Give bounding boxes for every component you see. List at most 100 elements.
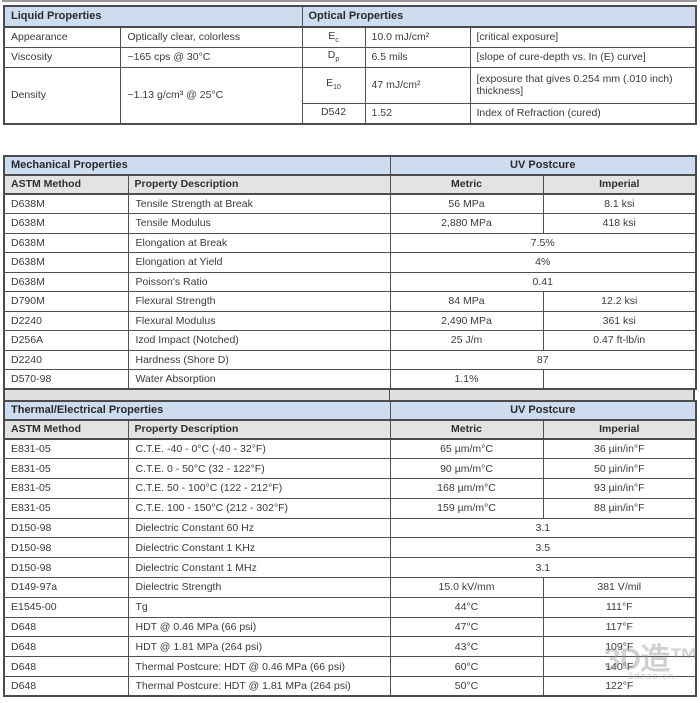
- liquid-properties-header: Liquid Properties: [3, 5, 303, 28]
- astm-method-cell: D648: [3, 616, 129, 638]
- page-top-divider: [2, 0, 697, 2]
- metric-value-cell: 168 µm/m°C: [389, 478, 544, 499]
- imperial-value-cell: 140°F: [542, 656, 697, 678]
- table-row: D150-98 Dielectric Constant 1 KHz 3.5: [3, 537, 697, 559]
- metric-value-cell: 2,490 MPa: [389, 310, 544, 331]
- property-description-cell: Elongation at Break: [127, 232, 391, 253]
- table-row: E831-05 C.T.E. 50 - 100°C (122 - 212°F) 16…: [3, 478, 697, 499]
- combined-value-cell: 3.1: [389, 557, 697, 579]
- table-row: E1545-00 Tg 44°C 111°F: [3, 596, 697, 618]
- astm-method-cell: D790M: [3, 291, 129, 312]
- astm-method-cell: D150-98: [3, 517, 129, 539]
- imperial-value-cell: 109°F: [542, 636, 697, 658]
- property-description-cell: Dielectric Constant 60 Hz: [127, 517, 391, 539]
- property-description-cell: Tensile Strength at Break: [127, 193, 391, 214]
- symbol-base: E: [328, 29, 336, 42]
- optical-description-cell: Index of Refraction (cured): [469, 102, 697, 125]
- metric-value-cell: 15.0 kV/mm: [389, 577, 544, 598]
- astm-method-cell: D638M: [3, 271, 129, 292]
- table-row: D648 Thermal Postcure: HDT @ 0.46 MPa (66…: [3, 656, 697, 678]
- property-description-cell: C.T.E. -40 - 0°C (-40 - 32°F): [127, 438, 391, 460]
- optical-symbol-cell: Dp: [301, 46, 366, 68]
- table-row: D542 1.52 Index of Refraction (cured): [4, 102, 697, 125]
- optical-symbol-cell: Ec: [301, 26, 366, 48]
- table-row: Appearance Optically clear, colorless Ec…: [3, 26, 697, 48]
- imperial-value-cell: 111°F: [542, 596, 697, 618]
- imperial-value-cell: 50 µin/in°F: [542, 458, 697, 480]
- imperial-value-cell: 8.1 ksi: [542, 193, 697, 214]
- property-description-cell: Water Absorption: [127, 369, 391, 390]
- imperial-value-cell: 418 ksi: [542, 213, 697, 234]
- imperial-value-cell: 0.47 ft-lb/in: [542, 330, 697, 351]
- astm-method-cell: E831-05: [3, 478, 129, 499]
- optical-properties-header: Optical Properties: [301, 5, 697, 28]
- optical-description-cell: [critical exposure]: [469, 26, 697, 48]
- liquid-optical-table: Liquid Properties Optical Properties App…: [3, 5, 697, 125]
- astm-method-cell: D638M: [3, 252, 129, 273]
- metric-value-cell: 56 MPa: [389, 193, 544, 214]
- property-description-cell: Tg: [127, 596, 391, 618]
- astm-method-cell: D2240: [3, 310, 129, 331]
- combined-value-cell: 4%: [389, 252, 697, 273]
- property-description-cell: Tensile Modulus: [127, 213, 391, 234]
- combined-value-cell: 3.1: [389, 517, 697, 539]
- imperial-value-cell: 36 µin/in°F: [542, 438, 697, 460]
- uv-postcure-header: UV Postcure: [389, 400, 697, 421]
- liquid-label-cell: Viscosity: [3, 46, 121, 68]
- metric-value-cell: 159 µm/m°C: [389, 497, 544, 519]
- property-description-cell: Hardness (Shore D): [127, 349, 391, 370]
- column-header-imperial: Imperial: [542, 174, 697, 195]
- liquid-label-cell: Appearance: [3, 26, 121, 48]
- column-header-metric: Metric: [389, 174, 544, 195]
- symbol-base: E: [326, 77, 334, 90]
- mechanical-properties-header: Mechanical Properties: [3, 155, 391, 176]
- optical-symbol-cell: E10: [301, 66, 366, 104]
- datasheet-page: Liquid Properties Optical Properties App…: [3, 5, 698, 698]
- imperial-value-cell: 88 µin/in°F: [542, 497, 697, 519]
- astm-method-cell: D256A: [3, 330, 129, 351]
- symbol-subscript: p: [335, 56, 340, 64]
- metric-value-cell: 25 J/m: [389, 330, 544, 351]
- astm-method-cell: D638M: [3, 193, 129, 214]
- column-header-property-description: Property Description: [127, 174, 391, 195]
- mechanical-properties-table: Mechanical Properties UV Postcure ASTM M…: [3, 155, 698, 390]
- table-row: D149-97a Dielectric Strength 15.0 kV/mm 381…: [3, 577, 697, 598]
- imperial-value-cell: 361 ksi: [542, 310, 697, 331]
- metric-value-cell: 43°C: [389, 636, 544, 658]
- property-description-cell: HDT @ 0.46 MPa (66 psi): [127, 616, 391, 638]
- astm-method-cell: D648: [3, 656, 129, 678]
- astm-method-cell: D638M: [3, 232, 129, 253]
- liquid-value-cell: Optically clear, colorless: [119, 26, 303, 48]
- table-row: D638M Tensile Strength at Break 56 MPa 8.1 …: [3, 193, 697, 214]
- table-row: D256A Izod Impact (Notched) 25 J/m 0.47 ft-…: [3, 330, 697, 351]
- imperial-value-cell: [542, 369, 697, 390]
- table-spacer-row: [3, 390, 695, 400]
- column-header-metric: Metric: [389, 419, 544, 440]
- astm-method-cell: D149-97a: [3, 577, 129, 598]
- property-description-cell: Poisson's Ratio: [127, 271, 391, 292]
- optical-symbol-cell: D542: [301, 102, 366, 125]
- optical-value-cell: 6.5 mils: [364, 46, 471, 68]
- astm-method-cell: D648: [3, 636, 129, 658]
- astm-method-cell: D570-98: [3, 369, 129, 390]
- imperial-value-cell: 122°F: [542, 676, 697, 697]
- thermal-electrical-properties-table: Thermal/Electrical Properties UV Postcur…: [3, 400, 698, 698]
- table-row: Viscosity ~165 cps @ 30°C Dp 6.5 mils [s…: [3, 46, 697, 68]
- astm-method-cell: D648: [3, 676, 129, 697]
- thermal-electrical-properties-header: Thermal/Electrical Properties: [3, 400, 391, 421]
- combined-value-cell: 0.41: [389, 271, 697, 292]
- astm-method-cell: E831-05: [3, 497, 129, 519]
- table-row: D638M Elongation at Break 7.5%: [3, 232, 697, 253]
- astm-method-cell: E831-05: [3, 438, 129, 460]
- astm-method-cell: E1545-00: [3, 596, 129, 618]
- table-row: Density ~1.13 g/cm³ @ 25°C E10 47 mJ/cm²…: [3, 66, 697, 125]
- table-row: D638M Poisson's Ratio 0.41: [3, 271, 697, 292]
- combined-value-cell: 87: [389, 349, 697, 370]
- spacer-vertical-divider: [389, 390, 390, 400]
- table-row: D150-98 Dielectric Constant 60 Hz 3.1: [3, 517, 697, 539]
- metric-value-cell: 50°C: [389, 676, 544, 697]
- table-row: D790M Flexural Strength 84 MPa 12.2 ksi: [3, 291, 697, 312]
- metric-value-cell: 44°C: [389, 596, 544, 618]
- property-description-cell: Flexural Strength: [127, 291, 391, 312]
- imperial-value-cell: 93 µin/in°F: [542, 478, 697, 499]
